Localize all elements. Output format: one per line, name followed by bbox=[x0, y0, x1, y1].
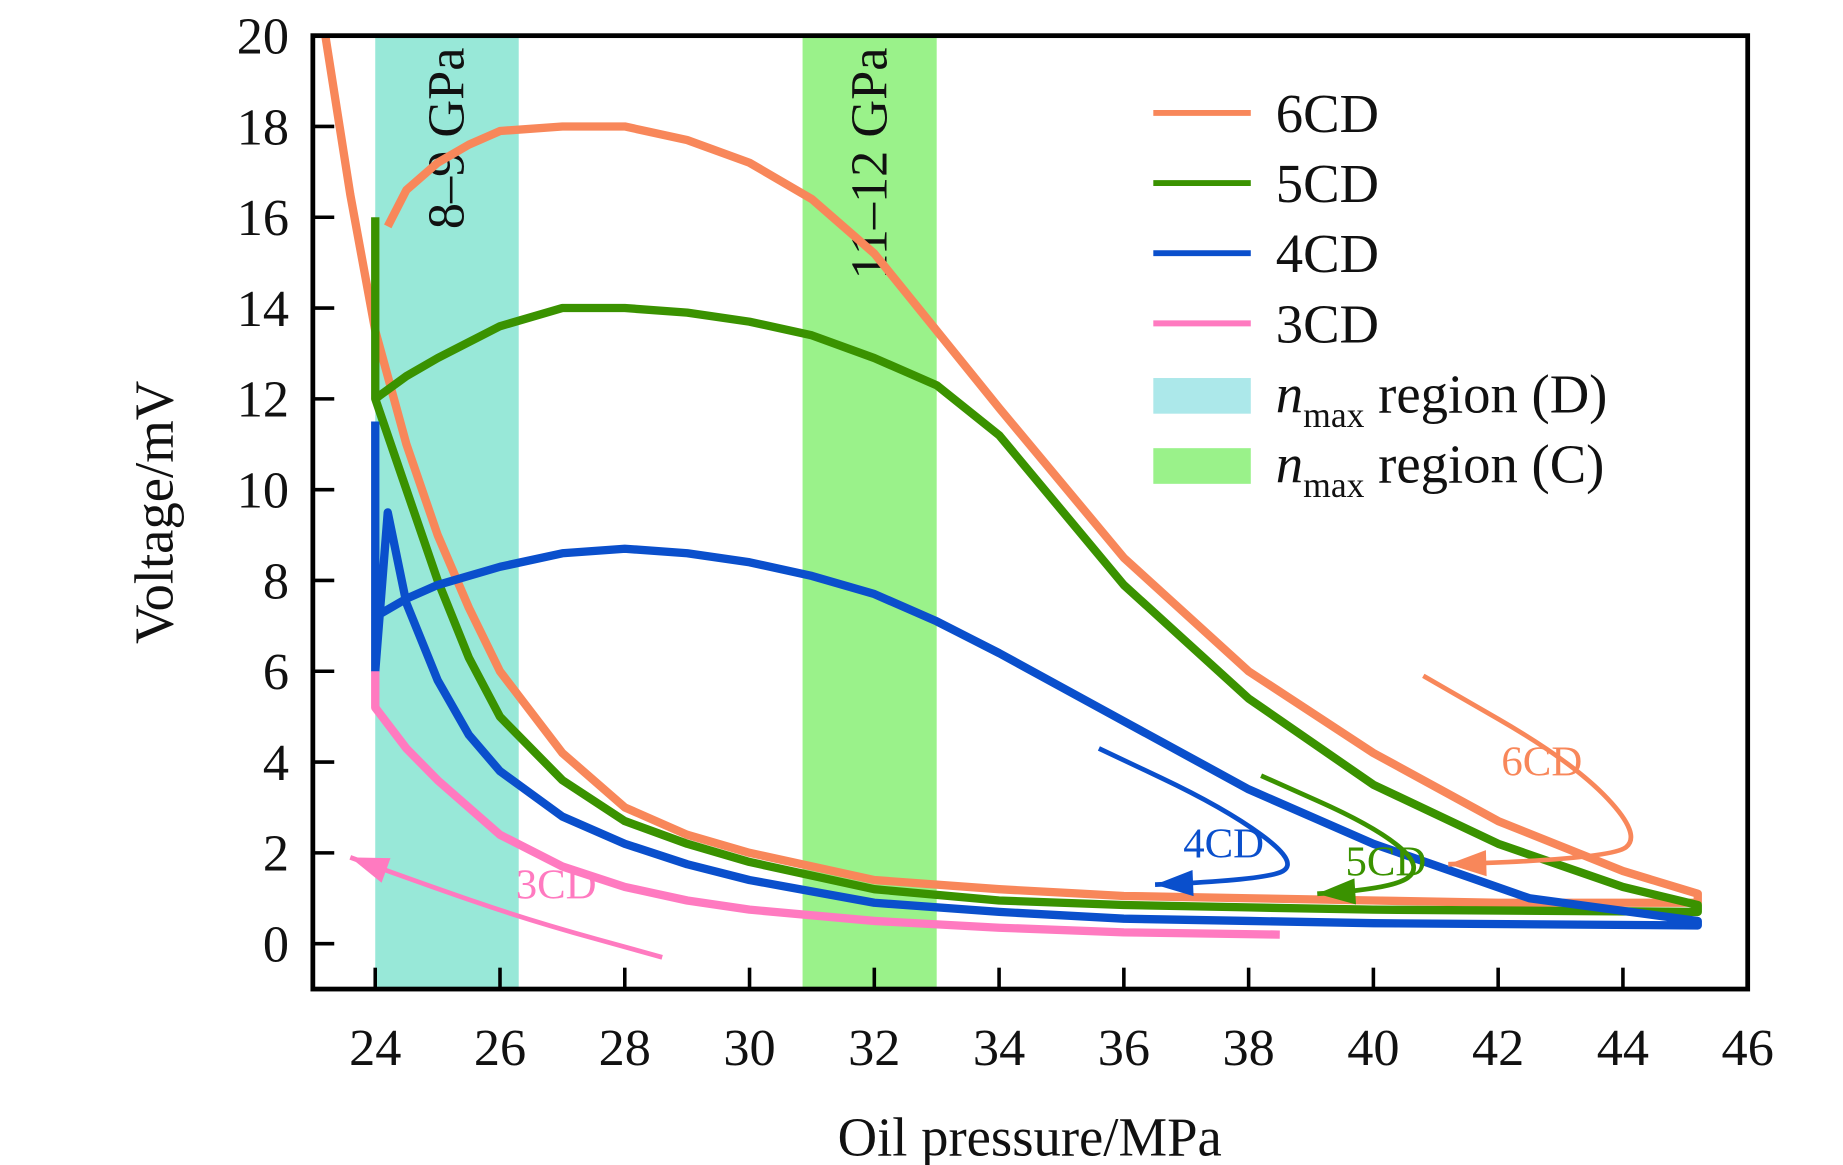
annotation-arrow-6CD bbox=[1422, 673, 1634, 867]
y-tick-label: 2 bbox=[263, 825, 289, 883]
legend: 6CD 5CD 4CD 3CD nmax region (D)nmax region (… bbox=[1153, 83, 1607, 505]
annotation-arrow-4CD bbox=[1097, 746, 1290, 888]
regions: 8–9 GPa 11–12 GPa bbox=[375, 35, 937, 990]
axis-ticks: 24 26 28 30 32 34 36 38 40 42 44 460246810121416182… bbox=[237, 7, 1774, 1077]
annotation-label: 5CD bbox=[1345, 839, 1426, 886]
series-line-3CD bbox=[371, 671, 1280, 939]
x-tick-label: 24 bbox=[349, 1019, 401, 1077]
annotation-arrow-3CD bbox=[349, 855, 663, 960]
series-line-4CD bbox=[371, 421, 1702, 930]
x-tick-label: 34 bbox=[973, 1019, 1025, 1077]
series-line-5CD bbox=[371, 217, 1702, 917]
x-tick-label: 38 bbox=[1222, 1019, 1274, 1077]
annotation-label: 4CD bbox=[1183, 820, 1264, 867]
y-tick-label: 20 bbox=[237, 7, 289, 65]
y-tick-label: 8 bbox=[263, 552, 289, 610]
series-lines bbox=[321, 35, 1702, 939]
region-band-1 bbox=[802, 35, 937, 990]
x-tick-label: 28 bbox=[599, 1019, 651, 1077]
x-tick-label: 30 bbox=[723, 1019, 775, 1077]
arrowhead bbox=[350, 857, 391, 883]
legend-label: nmax region (D) bbox=[1276, 364, 1608, 435]
region-label: 11–12 GPa bbox=[840, 48, 898, 280]
region-label: 8–9 GPa bbox=[418, 48, 476, 230]
x-axis-title: Oil pressure/MPa bbox=[838, 1106, 1222, 1165]
y-tick-label: 14 bbox=[237, 280, 289, 338]
y-tick-label: 18 bbox=[237, 98, 289, 156]
legend-label: nmax region (C) bbox=[1276, 434, 1605, 505]
y-tick-label: 4 bbox=[263, 734, 289, 792]
x-tick-label: 40 bbox=[1347, 1019, 1399, 1077]
y-axis-title: Voltage/mV bbox=[124, 381, 185, 644]
annotation-label: 6CD bbox=[1501, 739, 1582, 786]
annotation-arrow-5CD bbox=[1260, 773, 1417, 897]
legend-swatch-region bbox=[1153, 378, 1251, 414]
arrowhead bbox=[1317, 878, 1357, 905]
plot-frame bbox=[310, 33, 1751, 992]
x-tick-label: 32 bbox=[848, 1019, 900, 1077]
y-tick-label: 16 bbox=[237, 189, 289, 247]
y-tick-label: 10 bbox=[237, 461, 289, 519]
legend-label: 5CD bbox=[1276, 153, 1379, 214]
series-line-6CD bbox=[321, 35, 1702, 907]
legend-label: 4CD bbox=[1276, 223, 1379, 284]
y-tick-label: 12 bbox=[237, 371, 289, 429]
y-tick-label: 6 bbox=[263, 643, 289, 701]
annotations: 6CD 5CD 4CD 3CD bbox=[349, 673, 1634, 960]
annotation-label: 3CD bbox=[516, 861, 597, 908]
arrowhead bbox=[1155, 870, 1194, 897]
x-tick-label: 26 bbox=[474, 1019, 526, 1077]
legend-label: 3CD bbox=[1276, 293, 1379, 354]
x-tick-label: 42 bbox=[1472, 1019, 1524, 1077]
legend-swatch-region bbox=[1153, 448, 1251, 484]
x-tick-label: 36 bbox=[1098, 1019, 1150, 1077]
x-tick-label: 44 bbox=[1597, 1019, 1649, 1077]
y-tick-label: 0 bbox=[263, 915, 289, 973]
legend-label: 6CD bbox=[1276, 83, 1379, 144]
arrowhead bbox=[1448, 850, 1487, 877]
x-tick-label: 46 bbox=[1722, 1019, 1774, 1077]
